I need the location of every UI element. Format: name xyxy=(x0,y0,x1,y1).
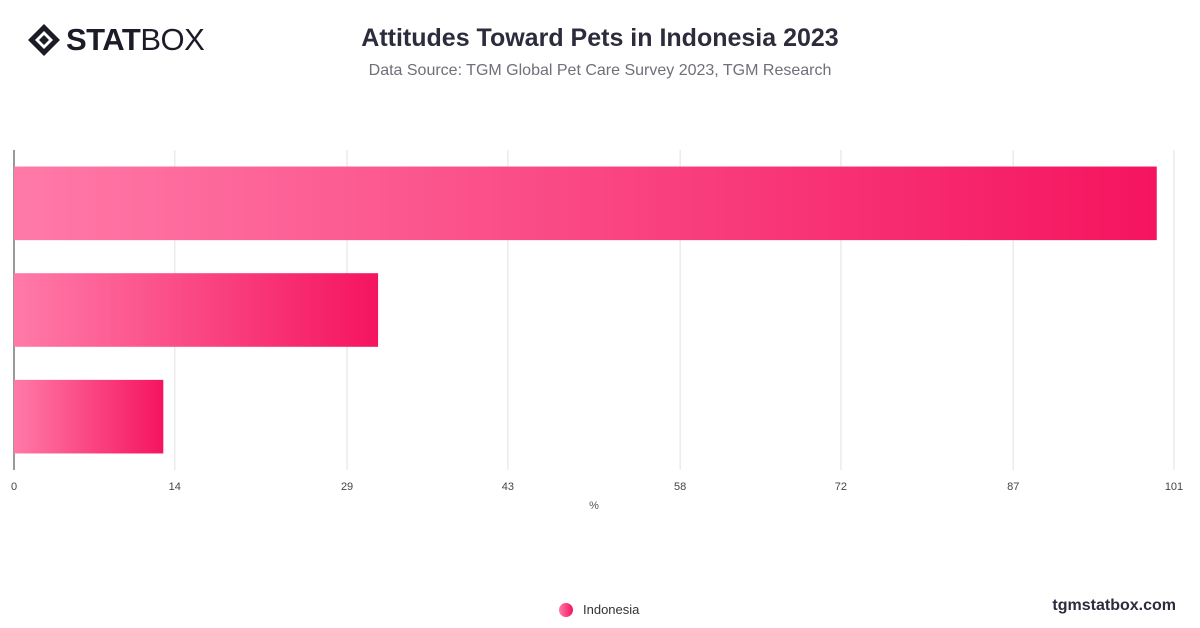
bar xyxy=(14,379,164,454)
brand-logo: STATBOX xyxy=(26,22,205,58)
brand-name-strong: STAT xyxy=(66,22,141,57)
x-tick-label: 58 xyxy=(674,481,686,493)
legend-swatch-indonesia xyxy=(559,602,573,617)
bar xyxy=(14,166,1157,241)
x-tick-label: 0 xyxy=(11,481,17,493)
x-tick-label: 72 xyxy=(835,481,847,493)
brand-wordmark: STATBOX xyxy=(66,22,205,58)
x-tick-label: 87 xyxy=(1007,481,1019,493)
footer-site[interactable]: tgmstatbox.com xyxy=(1052,597,1176,614)
chart-subtitle: Data Source: TGM Global Pet Care Survey … xyxy=(368,62,832,79)
legend-label-indonesia: Indonesia xyxy=(583,602,640,617)
brand-name-light: BOX xyxy=(140,22,205,57)
x-tick-label: 14 xyxy=(169,481,181,493)
legend[interactable]: Indonesia xyxy=(559,602,639,617)
x-tick-label: 101 xyxy=(1165,481,1183,493)
x-axis-label: % xyxy=(589,500,599,512)
diamond-logo-icon xyxy=(28,24,60,56)
x-tick-label: 29 xyxy=(341,481,353,493)
chart-title: Attitudes Toward Pets in Indonesia 2023 xyxy=(361,24,839,52)
bar xyxy=(14,273,379,347)
x-tick-label: 43 xyxy=(502,481,514,493)
